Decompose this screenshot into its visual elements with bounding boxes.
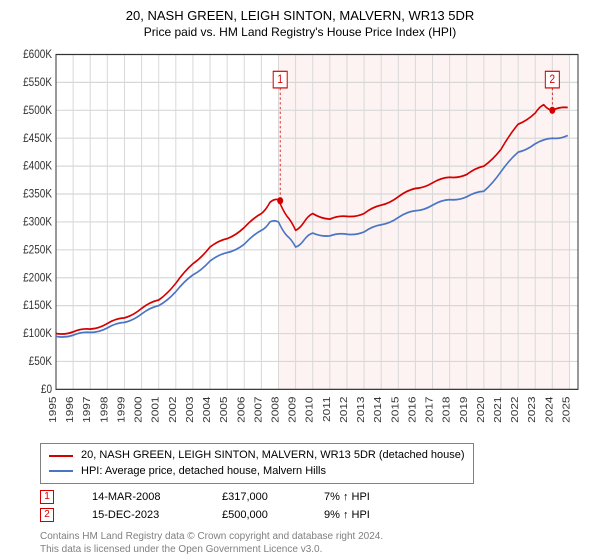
svg-text:2022: 2022 — [510, 396, 521, 422]
svg-text:1995: 1995 — [48, 396, 59, 422]
markers-table: 1 14-MAR-2008 £317,000 7% ↑ HPI 2 15-DEC-2023… — [40, 490, 588, 526]
svg-text:2018: 2018 — [441, 396, 452, 422]
marker-date: 14-MAR-2008 — [92, 491, 184, 503]
svg-text:£500K: £500K — [23, 104, 53, 117]
svg-text:2003: 2003 — [185, 396, 196, 422]
svg-text:£550K: £550K — [23, 76, 53, 89]
svg-text:1997: 1997 — [82, 396, 93, 422]
svg-text:2017: 2017 — [424, 396, 435, 422]
legend-label: HPI: Average price, detached house, Malv… — [81, 464, 326, 479]
svg-text:2000: 2000 — [133, 396, 144, 422]
svg-text:£400K: £400K — [23, 160, 53, 173]
svg-text:2025: 2025 — [561, 396, 572, 422]
svg-text:2006: 2006 — [236, 396, 247, 422]
svg-text:2016: 2016 — [407, 396, 418, 422]
legend: 20, NASH GREEN, LEIGH SINTON, MALVERN, W… — [40, 443, 474, 484]
chart-area: £0 £50K £100K £150K £200K £250K £300K £350K £400… — [12, 45, 588, 439]
svg-text:£0: £0 — [41, 383, 52, 396]
svg-text:2023: 2023 — [527, 396, 538, 422]
svg-text:1999: 1999 — [116, 396, 127, 422]
marker-delta: 7% ↑ HPI — [324, 491, 414, 503]
svg-text:£300K: £300K — [23, 216, 53, 229]
legend-item: 20, NASH GREEN, LEIGH SINTON, MALVERN, W… — [49, 448, 465, 463]
page-title: 20, NASH GREEN, LEIGH SINTON, MALVERN, W… — [12, 8, 588, 23]
footer-attribution: Contains HM Land Registry data © Crown c… — [40, 530, 588, 556]
svg-text:2001: 2001 — [150, 396, 161, 422]
svg-text:£250K: £250K — [23, 244, 53, 257]
svg-text:1: 1 — [277, 73, 283, 86]
marker-row: 2 15-DEC-2023 £500,000 9% ↑ HPI — [40, 508, 588, 522]
marker-id-box: 1 — [40, 490, 54, 504]
marker-price: £317,000 — [222, 491, 286, 503]
svg-text:1996: 1996 — [65, 396, 76, 422]
footer-line1: Contains HM Land Registry data © Crown c… — [40, 530, 588, 543]
svg-text:£50K: £50K — [29, 355, 53, 368]
svg-text:2021: 2021 — [493, 396, 504, 422]
svg-text:2024: 2024 — [544, 396, 555, 422]
svg-text:£450K: £450K — [23, 132, 53, 145]
chart-container: 20, NASH GREEN, LEIGH SINTON, MALVERN, W… — [0, 0, 600, 560]
svg-text:£350K: £350K — [23, 188, 53, 201]
svg-text:£600K: £600K — [23, 48, 53, 61]
svg-text:2008: 2008 — [270, 396, 281, 422]
svg-text:2004: 2004 — [202, 396, 213, 422]
marker-price: £500,000 — [222, 509, 286, 521]
svg-text:2005: 2005 — [219, 396, 230, 422]
marker-id-box: 2 — [40, 508, 54, 522]
legend-label: 20, NASH GREEN, LEIGH SINTON, MALVERN, W… — [81, 448, 465, 463]
svg-text:2: 2 — [550, 73, 556, 86]
footer-line2: This data is licensed under the Open Gov… — [40, 543, 588, 556]
svg-text:£200K: £200K — [23, 272, 53, 285]
svg-text:2014: 2014 — [373, 396, 384, 422]
svg-text:1998: 1998 — [99, 396, 110, 422]
legend-swatch — [49, 455, 73, 457]
svg-text:2011: 2011 — [322, 396, 333, 422]
svg-text:2002: 2002 — [168, 396, 179, 422]
svg-text:2013: 2013 — [356, 396, 367, 422]
svg-text:£100K: £100K — [23, 327, 53, 340]
marker-delta: 9% ↑ HPI — [324, 509, 414, 521]
svg-text:2020: 2020 — [476, 396, 487, 422]
svg-text:2010: 2010 — [305, 396, 316, 422]
svg-text:2007: 2007 — [253, 396, 264, 422]
legend-swatch — [49, 470, 73, 472]
page-subtitle: Price paid vs. HM Land Registry's House … — [12, 25, 588, 39]
line-chart: £0 £50K £100K £150K £200K £250K £300K £350K £400… — [12, 45, 588, 439]
marker-date: 15-DEC-2023 — [92, 509, 184, 521]
svg-text:2019: 2019 — [459, 396, 470, 422]
svg-text:2012: 2012 — [339, 396, 350, 422]
svg-text:2009: 2009 — [287, 396, 298, 422]
svg-text:£150K: £150K — [23, 299, 53, 312]
marker-row: 1 14-MAR-2008 £317,000 7% ↑ HPI — [40, 490, 588, 504]
svg-text:2015: 2015 — [390, 396, 401, 422]
legend-item: HPI: Average price, detached house, Malv… — [49, 464, 465, 479]
